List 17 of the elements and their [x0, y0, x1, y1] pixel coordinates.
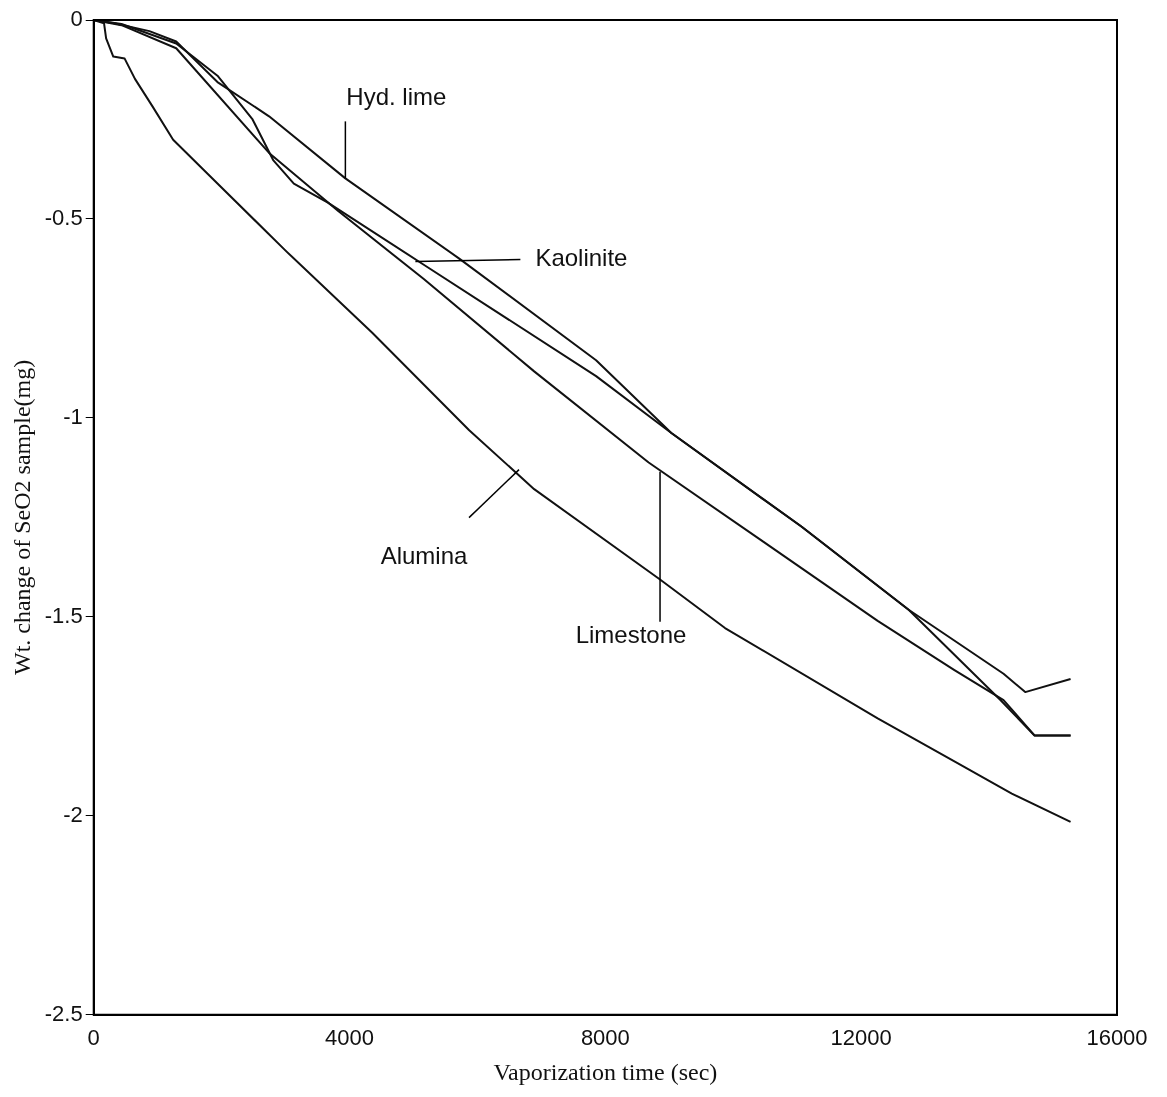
annotation: Alumina: [380, 542, 469, 570]
x-tick-label: 4000: [325, 1025, 375, 1051]
annotation: Limestone: [575, 621, 687, 649]
y-tick-label: -2: [63, 801, 83, 827]
x-axis-title: Vaporization time (sec): [493, 1058, 718, 1085]
y-tick-label: -1: [63, 403, 83, 429]
y-tick-label: 0: [70, 6, 83, 32]
annotation: Kaolinite: [535, 244, 628, 272]
x-tick-label: 16000: [1086, 1025, 1148, 1051]
y-tick-label: -2.5: [44, 1000, 83, 1026]
y-tick-label: -1.5: [44, 602, 83, 628]
annotation: Hyd. lime: [346, 83, 447, 110]
x-tick-label: 0: [87, 1025, 100, 1051]
y-axis-title: Wt. change of SeO2 sample(mg): [8, 359, 35, 676]
x-tick-label: 12000: [830, 1025, 892, 1051]
y-tick-label: -0.5: [44, 205, 83, 231]
x-tick-label: 8000: [580, 1025, 630, 1051]
